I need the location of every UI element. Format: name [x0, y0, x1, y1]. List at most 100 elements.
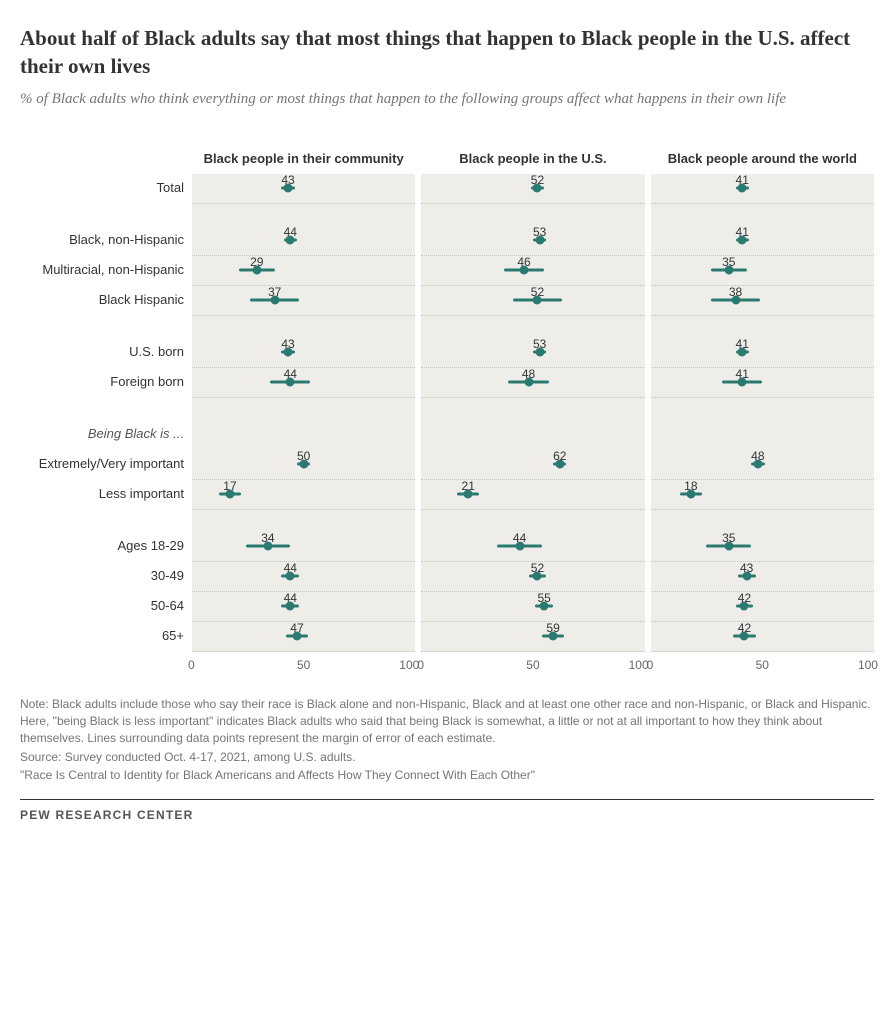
data-row [421, 204, 644, 226]
value-label: 59 [546, 621, 559, 635]
value-label: 52 [531, 285, 544, 299]
row-label: 65+ [20, 622, 192, 652]
value-label: 18 [684, 479, 697, 493]
data-row: 41 [651, 338, 874, 368]
row-label: Foreign born [20, 368, 192, 398]
value-label: 41 [736, 173, 749, 187]
value-label: 47 [290, 621, 303, 635]
axis-tick: 0 [417, 658, 447, 680]
data-row [192, 204, 415, 226]
data-row: 52 [421, 286, 644, 316]
row-label: Black Hispanic [20, 286, 192, 316]
value-label: 44 [284, 561, 297, 575]
value-label: 29 [250, 255, 263, 269]
axis-tick: 50 [289, 658, 319, 680]
x-axis: 050100 [192, 652, 415, 680]
data-row: 50 [192, 450, 415, 480]
data-row: 42 [651, 592, 874, 622]
data-row: 34 [192, 532, 415, 562]
row-label: Multiracial, non-Hispanic [20, 256, 192, 286]
data-row: 48 [651, 450, 874, 480]
data-row: 38 [651, 286, 874, 316]
data-row: 44 [421, 532, 644, 562]
data-row: 48 [421, 368, 644, 398]
x-axis: 050100 [651, 652, 874, 680]
plot-area: 434429374344501734444447 [192, 174, 415, 652]
data-row [192, 510, 415, 532]
row-label: Being Black is ... [20, 420, 192, 450]
row-label: Black, non-Hispanic [20, 226, 192, 256]
row-label: Extremely/Very important [20, 450, 192, 480]
value-label: 55 [537, 591, 550, 605]
value-label: 52 [531, 561, 544, 575]
note-text: Note: Black adults include those who say… [20, 696, 874, 748]
value-label: 46 [517, 255, 530, 269]
chart-notes: Note: Black adults include those who say… [20, 696, 874, 785]
data-row [421, 398, 644, 420]
data-row: 43 [192, 338, 415, 368]
data-row [651, 204, 874, 226]
value-label: 44 [284, 225, 297, 239]
value-label: 42 [738, 591, 751, 605]
data-row [192, 316, 415, 338]
data-row: 43 [651, 562, 874, 592]
axis-tick: 100 [848, 658, 878, 680]
report-text: "Race Is Central to Identity for Black A… [20, 767, 874, 784]
panel-header: Black people in their community [192, 130, 415, 174]
data-row [192, 398, 415, 420]
value-label: 37 [268, 285, 281, 299]
axis-tick: 100 [619, 658, 649, 680]
row-label: U.S. born [20, 338, 192, 368]
value-label: 43 [740, 561, 753, 575]
data-row: 35 [651, 256, 874, 286]
data-row: 29 [192, 256, 415, 286]
footer-attribution: PEW RESEARCH CENTER [20, 799, 874, 822]
chart-title: About half of Black adults say that most… [20, 24, 874, 81]
data-row [651, 316, 874, 338]
value-label: 43 [281, 173, 294, 187]
chart-panel: Black people in the U.S.5253465253486221… [421, 130, 644, 680]
data-row: 18 [651, 480, 874, 510]
row-label [20, 510, 192, 532]
value-label: 43 [281, 337, 294, 351]
data-row [192, 420, 415, 450]
plot-area: 525346525348622144525559 [421, 174, 644, 652]
data-row [651, 420, 874, 450]
data-row [651, 398, 874, 420]
data-row: 53 [421, 338, 644, 368]
data-row: 47 [192, 622, 415, 652]
data-row: 44 [192, 592, 415, 622]
data-row: 44 [192, 226, 415, 256]
plot-area: 414135384141481835434242 [651, 174, 874, 652]
value-label: 50 [297, 449, 310, 463]
row-label: Total [20, 174, 192, 204]
chart-panel: Black people in their community434429374… [192, 130, 415, 680]
panel-header: Black people around the world [651, 130, 874, 174]
value-label: 35 [722, 531, 735, 545]
row-label: 50-64 [20, 592, 192, 622]
data-row: 41 [651, 368, 874, 398]
value-label: 44 [284, 367, 297, 381]
x-axis: 050100 [421, 652, 644, 680]
chart-panel: Black people around the world41413538414… [651, 130, 874, 680]
data-row: 41 [651, 226, 874, 256]
value-label: 48 [751, 449, 764, 463]
value-label: 41 [736, 367, 749, 381]
data-row: 44 [192, 368, 415, 398]
axis-tick: 50 [518, 658, 548, 680]
value-label: 17 [223, 479, 236, 493]
row-label [20, 316, 192, 338]
data-row [651, 510, 874, 532]
row-labels-column: Total Black, non-HispanicMultiracial, non… [20, 130, 192, 680]
data-row: 55 [421, 592, 644, 622]
data-row [421, 510, 644, 532]
axis-tick: 100 [389, 658, 419, 680]
row-label [20, 204, 192, 226]
chart-container: Total Black, non-HispanicMultiracial, non… [20, 130, 874, 680]
chart-subtitle: % of Black adults who think everything o… [20, 89, 874, 110]
value-label: 52 [531, 173, 544, 187]
data-row: 59 [421, 622, 644, 652]
data-row: 62 [421, 450, 644, 480]
row-label: 30-49 [20, 562, 192, 592]
data-row: 37 [192, 286, 415, 316]
